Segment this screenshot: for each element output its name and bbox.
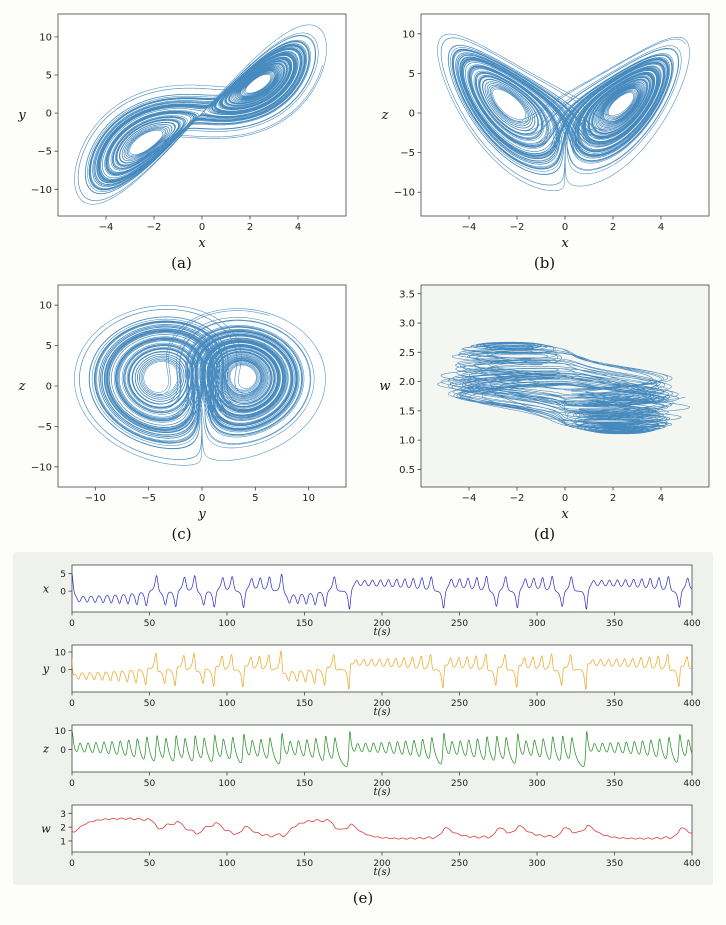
phase-plot-xz-canvas <box>370 6 719 252</box>
subplot-caption-e: (e) <box>352 889 374 907</box>
subplot-caption-b: (b) <box>533 254 556 272</box>
time-series-x-canvas <box>28 560 704 638</box>
subplot-caption-a: (a) <box>171 254 192 272</box>
phase-plot-xw-canvas <box>370 277 719 523</box>
time-series-y-canvas <box>28 640 704 718</box>
time-series-w-canvas <box>28 800 704 878</box>
subplot-caption-d: (d) <box>533 525 556 543</box>
subplot-c: (c) <box>0 277 363 544</box>
subplot-d: (d) <box>363 277 726 544</box>
time-series-block <box>13 552 713 885</box>
phase-plot-xy-canvas <box>7 6 356 252</box>
phase-portrait-grid: (a) (b) (c) (d) <box>0 6 726 544</box>
phase-plot-yz-canvas <box>7 277 356 523</box>
subplot-b: (b) <box>363 6 726 273</box>
subplot-caption-c: (c) <box>171 525 192 543</box>
subplot-a: (a) <box>0 6 363 273</box>
time-series-z-canvas <box>28 720 704 798</box>
